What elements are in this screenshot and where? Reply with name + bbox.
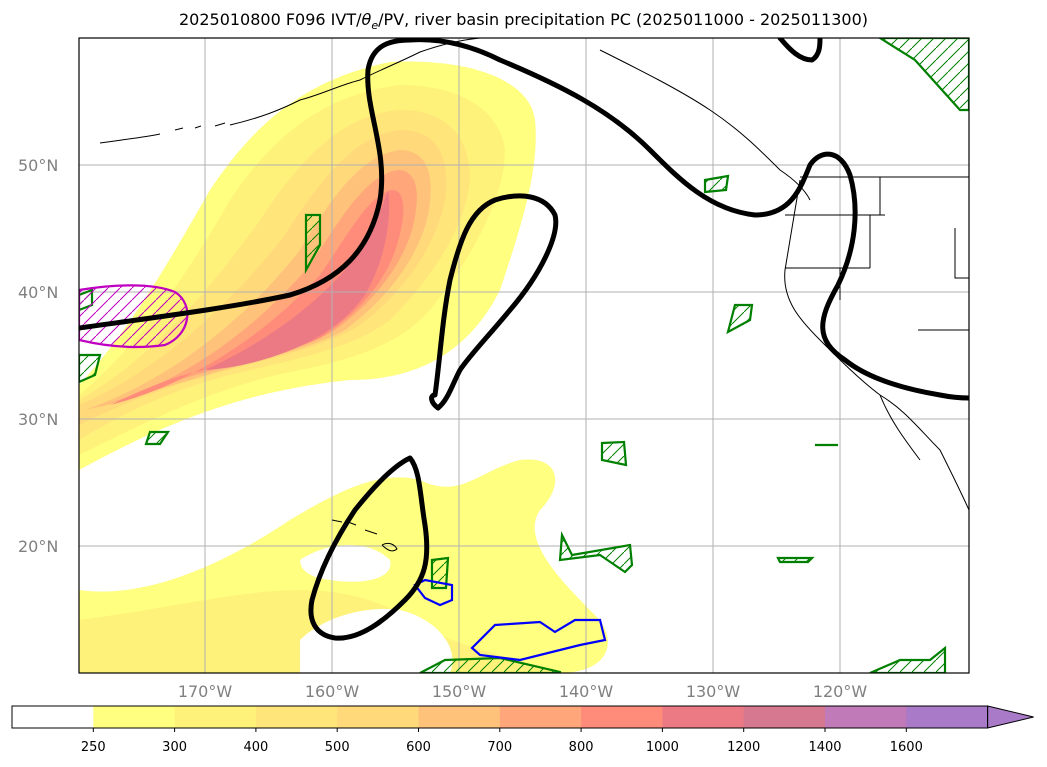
colorbar-segment (255, 706, 338, 728)
lat-label-20n: 20°N (18, 537, 59, 556)
colorbar-tick-label: 400 (243, 740, 269, 755)
lat-label-50n: 50°N (18, 156, 59, 175)
magenta-region (79, 284, 189, 349)
colorbar-segment (581, 706, 663, 728)
lat-label-40n: 40°N (18, 283, 59, 302)
map-title: 2025010800 F096 IVT/θe/PV, river basin p… (178, 10, 869, 33)
pv-negative-contours (413, 578, 607, 662)
theta-e-contours (79, 38, 969, 641)
colorbar-segment (743, 706, 826, 728)
colorbar-tick-label: 300 (162, 740, 188, 755)
ivt-level-1000 (205, 190, 390, 370)
ivt-level-700 (95, 170, 417, 408)
colorbar-tick-label: 1000 (645, 740, 679, 755)
hawaii-islands (331, 519, 398, 552)
colorbar-tick-label: 700 (487, 740, 513, 755)
colorbar-segment (12, 706, 94, 728)
colorbar-segment (93, 706, 176, 728)
ivt-hole-south (300, 609, 453, 673)
colorbar-segment (662, 706, 745, 728)
bc-coast (599, 49, 811, 201)
lon-label-170w: 170°W (177, 682, 233, 701)
colorbar-tick-label: 800 (568, 740, 594, 755)
aleutians (99, 122, 226, 144)
colorbar-tick-label: 1400 (808, 740, 842, 755)
baja (879, 394, 921, 461)
coastlines (99, 38, 969, 552)
colorbar-segment (825, 706, 907, 728)
colorbar-tick-label: 1600 (889, 740, 923, 755)
colorbar-segment (337, 706, 419, 728)
lon-label-140w: 140°W (558, 682, 614, 701)
us-west-coast (784, 179, 969, 511)
colorbar-segment (499, 706, 582, 728)
colorbar-tick-label: 250 (80, 740, 106, 755)
lon-label-130w: 130°W (685, 682, 741, 701)
ridge-contour-upper (777, 38, 823, 63)
colorbar-tick-label: 1200 (727, 740, 761, 755)
lat-label-30n: 30°N (18, 410, 59, 429)
main-trough-contour (79, 38, 969, 401)
colorbar-tick-label: 500 (324, 740, 350, 755)
colorbar-segment (174, 706, 257, 728)
colorbar-extend-arrow (987, 705, 1034, 729)
alaska-coast (229, 38, 481, 126)
cutoff-loop-north (429, 193, 559, 411)
colorbar (11, 705, 1034, 732)
lon-label-160w: 160°W (304, 682, 360, 701)
colorbar-tick-label: 600 (406, 740, 431, 755)
cutoff-loop-south (308, 455, 430, 641)
map-frame (78, 37, 970, 674)
state-borders (785, 176, 969, 331)
lon-label-120w: 120°W (812, 682, 868, 701)
colorbar-segment (418, 706, 501, 728)
lon-label-150w: 150°W (431, 682, 487, 701)
ivt-shading (79, 61, 608, 673)
colorbar-segment (906, 706, 989, 728)
